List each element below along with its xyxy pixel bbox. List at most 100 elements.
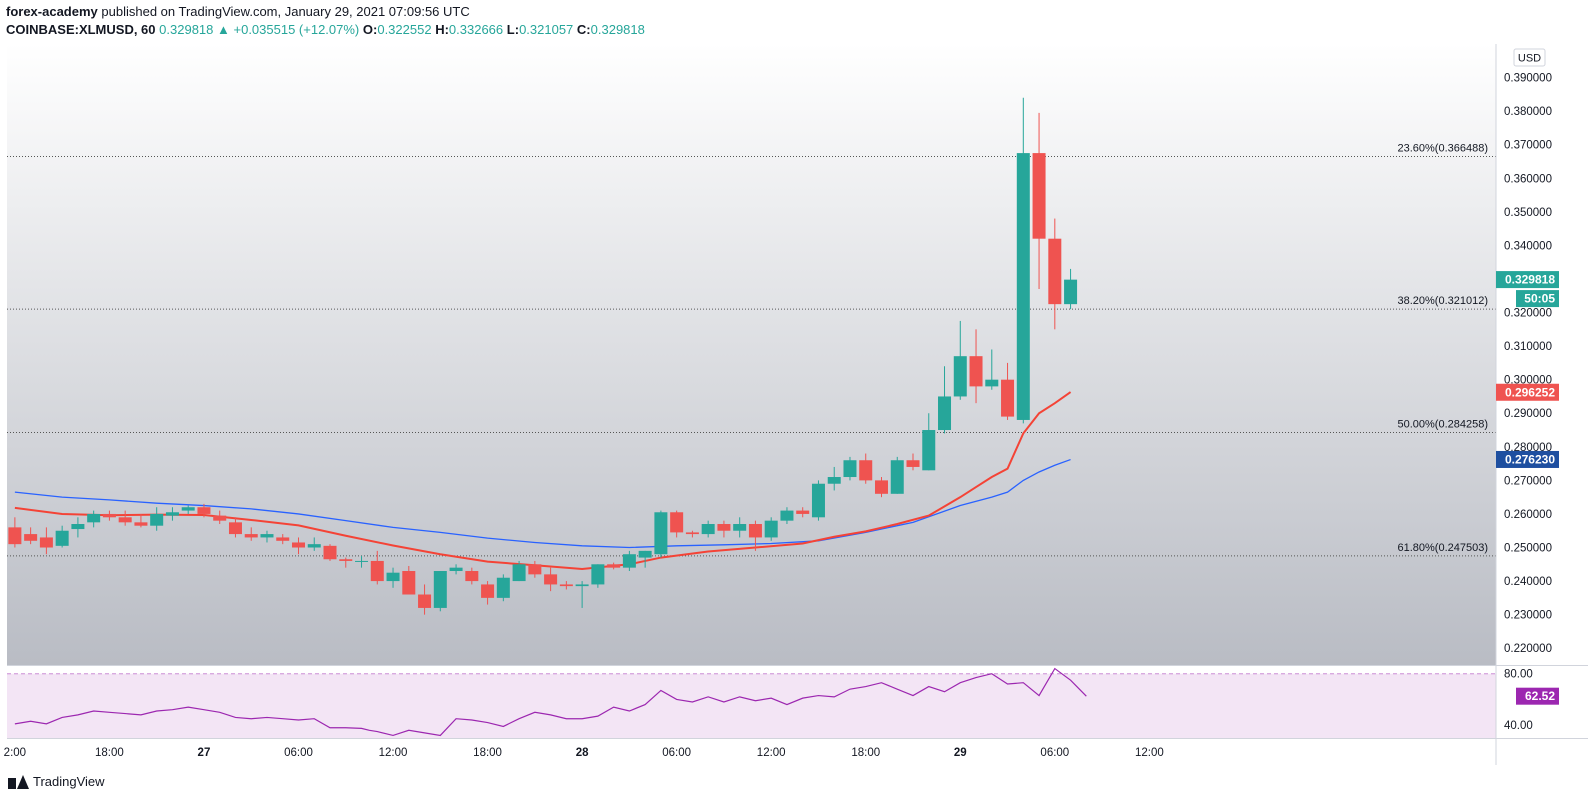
ema-fast-line xyxy=(14,391,1072,571)
time-tick-1: 18:00 xyxy=(95,747,124,759)
candle-64 xyxy=(1016,97,1030,424)
price-tick-5: 0.270000 xyxy=(1504,475,1552,487)
ema-slow-line xyxy=(14,458,1071,549)
price-tick-15: 0.370000 xyxy=(1504,140,1552,152)
price-badges: 0.329818 50:05 0.296252 0.276230 62.52 xyxy=(1496,271,1559,705)
candles xyxy=(8,97,1078,615)
candle-58 xyxy=(922,413,936,471)
fib-levels: 23.60%(0.366488) 38.20%(0.321012) 50.00%(0… xyxy=(7,142,1496,557)
candle-3 xyxy=(55,525,69,548)
candle-19 xyxy=(307,537,321,551)
svg-text:0.276230: 0.276230 xyxy=(1505,452,1555,466)
candle-62 xyxy=(985,349,999,390)
time-tick-5: 18:00 xyxy=(473,747,502,759)
moving-averages xyxy=(14,391,1072,571)
candle-37 xyxy=(591,564,605,588)
candle-61 xyxy=(969,329,983,404)
candle-60 xyxy=(953,320,967,400)
time-tick-11: 06:00 xyxy=(1040,747,1069,759)
candle-1 xyxy=(24,527,38,545)
candle-50 xyxy=(796,507,810,518)
candle-45 xyxy=(717,520,731,538)
price-tick-1: 0.230000 xyxy=(1504,610,1552,622)
candle-42 xyxy=(670,510,684,538)
candle-65 xyxy=(1032,112,1046,290)
time-axis[interactable]: 2:00 18:00 27 06:00 12:00 18:00 28 06:00 12:00 18… xyxy=(4,747,1164,759)
author-name[interactable]: forex-academy xyxy=(6,4,98,19)
candle-59 xyxy=(938,366,952,434)
candle-55 xyxy=(874,477,888,498)
candle-25 xyxy=(402,565,416,595)
price-tick-3: 0.250000 xyxy=(1504,543,1552,555)
price-change: ▲ +0.035515 (+12.07%) xyxy=(217,22,360,37)
rsi-line xyxy=(14,667,1087,737)
publish-text: published on TradingView.com, January 29… xyxy=(101,4,470,19)
price-chart[interactable]: 23.60%(0.366488) 38.20%(0.321012) 50.00%(0… xyxy=(0,0,1588,770)
svg-text:0.329818: 0.329818 xyxy=(1505,273,1555,287)
candle-38 xyxy=(607,562,621,570)
footer: TradingView xyxy=(8,774,105,789)
candle-13 xyxy=(213,510,227,525)
price-tick-12: 0.340000 xyxy=(1504,240,1552,252)
candle-16 xyxy=(260,530,274,543)
candle-66 xyxy=(1048,218,1062,330)
time-tick-0: 2:00 xyxy=(4,747,26,759)
candle-12 xyxy=(197,503,211,518)
candle-30 xyxy=(481,581,495,605)
candle-34 xyxy=(544,567,558,592)
candle-6 xyxy=(102,510,116,521)
currency-label[interactable]: USD xyxy=(1513,48,1546,67)
price-tick-0: 0.220000 xyxy=(1504,643,1552,655)
candle-8 xyxy=(134,513,148,528)
candle-9 xyxy=(150,507,164,531)
candle-26 xyxy=(418,584,432,615)
candle-49 xyxy=(780,507,794,525)
candle-31 xyxy=(496,574,510,602)
price-tick-9: 0.310000 xyxy=(1504,341,1552,353)
close-label: C: xyxy=(576,22,591,37)
price-tick-2: 0.240000 xyxy=(1504,576,1552,588)
price-axis[interactable]: 0.220000 0.230000 0.240000 0.250000 0.260000… xyxy=(1504,73,1552,733)
candle-23 xyxy=(370,550,384,585)
price-badge-3: 0.276230 xyxy=(1496,450,1559,468)
candle-46 xyxy=(733,517,747,538)
price-badge-0: 0.329818 xyxy=(1496,271,1559,289)
candle-41 xyxy=(654,510,668,558)
symbol-name[interactable]: COINBASE:XLMUSD, 60 xyxy=(6,22,156,37)
candle-4 xyxy=(71,517,85,538)
candle-14 xyxy=(228,517,242,538)
price-tick-6: 0.280000 xyxy=(1504,442,1552,454)
candle-18 xyxy=(291,537,305,555)
candle-40 xyxy=(638,550,652,568)
brand-name: TradingView xyxy=(33,774,105,789)
candle-43 xyxy=(685,530,699,538)
candle-44 xyxy=(701,520,715,538)
price-tick-4: 0.260000 xyxy=(1504,509,1552,521)
candle-11 xyxy=(181,505,195,514)
svg-text:50:05: 50:05 xyxy=(1524,292,1555,306)
candle-24 xyxy=(386,567,400,588)
time-tick-6: 28 xyxy=(576,747,589,759)
rsi-badge: 62.52 xyxy=(1516,687,1559,705)
candle-20 xyxy=(323,544,337,561)
rsi-indicator xyxy=(7,667,1496,737)
candle-22 xyxy=(355,555,369,568)
low-label: L: xyxy=(506,22,520,37)
time-tick-12: 12:00 xyxy=(1135,747,1164,759)
time-tick-7: 06:00 xyxy=(662,747,691,759)
fib-label-3: 61.80%(0.247503) xyxy=(1397,542,1488,554)
candle-51 xyxy=(811,480,825,521)
time-tick-10: 29 xyxy=(954,747,967,759)
candle-35 xyxy=(559,581,573,590)
candle-7 xyxy=(118,510,132,526)
time-tick-3: 06:00 xyxy=(284,747,313,759)
price-badge-1: 50:05 xyxy=(1516,290,1559,308)
candle-32 xyxy=(512,560,526,582)
price-badge-2: 0.296252 xyxy=(1496,383,1559,401)
candle-28 xyxy=(449,564,463,575)
candle-17 xyxy=(276,534,290,545)
price-tick-16: 0.380000 xyxy=(1504,106,1552,118)
candle-33 xyxy=(528,560,542,578)
price-tick-8: 0.300000 xyxy=(1504,375,1552,387)
last-price: 0.329818 xyxy=(159,22,214,37)
